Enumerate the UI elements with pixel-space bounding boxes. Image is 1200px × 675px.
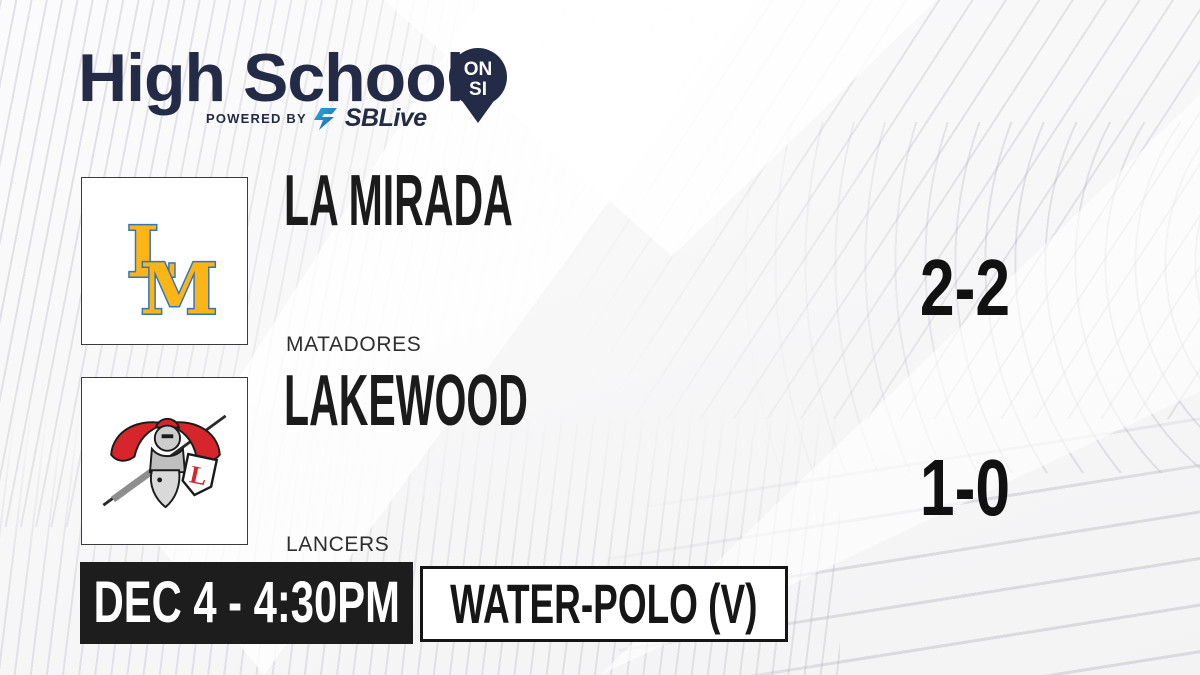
team2-record: 1-0 — [919, 443, 1011, 532]
horse-eye — [156, 477, 162, 483]
visor — [161, 434, 173, 439]
cape-left — [109, 421, 169, 462]
armor — [148, 446, 186, 474]
team2-name: LAKEWOOD — [284, 361, 528, 441]
pin-text-on: ON — [464, 59, 493, 80]
sblive-bolt-icon — [313, 107, 337, 130]
lance-pole — [110, 468, 154, 503]
sblive-logo-text: SBLive — [344, 104, 427, 132]
powered-by-label: POWERED BY — [206, 111, 307, 126]
helmet — [153, 424, 181, 452]
la-mirada-logo-box: L M — [81, 177, 248, 345]
team2-mascot: LANCERS — [286, 533, 390, 556]
event-datetime: DEC 4 - 4:30PM — [93, 570, 400, 635]
high-school-wordmark: High School — [78, 40, 465, 116]
lakewood-logo: L — [102, 414, 227, 509]
shield: L — [180, 452, 218, 497]
la-mirada-logo: L M — [124, 209, 218, 332]
event-sport: WATER-POLO (V) — [450, 572, 758, 635]
lakewood-logo-box: L — [81, 377, 248, 545]
onsi-pin-icon: ON SI — [449, 48, 507, 123]
horse-head — [149, 469, 180, 509]
event-datetime-box: DEC 4 - 4:30PM — [80, 562, 413, 644]
svg-text:M: M — [140, 248, 218, 331]
svg-text:L: L — [126, 211, 175, 294]
team1-name: LA MIRADA — [284, 161, 513, 241]
pin-text-si: SI — [469, 79, 487, 100]
plume — [153, 417, 180, 429]
team1-record: 2-2 — [919, 243, 1011, 332]
powered-by-row: POWERED BY SBLive — [206, 104, 427, 133]
shield-letter: L — [187, 461, 209, 491]
lm-monogram: L M — [124, 209, 218, 332]
event-sport-box: WATER-POLO (V) — [420, 566, 788, 642]
team1-mascot: MATADORES — [286, 333, 422, 356]
